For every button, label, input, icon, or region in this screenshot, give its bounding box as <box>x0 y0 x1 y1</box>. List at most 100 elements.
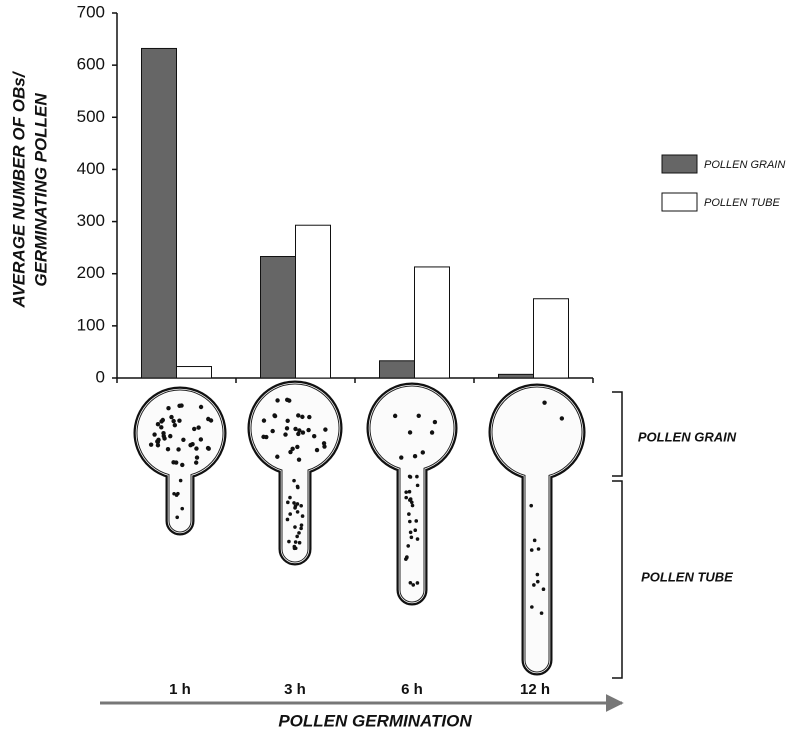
organelle-dot <box>295 535 299 539</box>
pollen-inner <box>492 387 582 672</box>
pollen-inner <box>137 390 223 532</box>
organelle-dot <box>171 419 175 423</box>
organelle-dot <box>405 555 409 559</box>
organelle-dot <box>300 415 304 419</box>
organelle-dot <box>413 528 417 532</box>
bar <box>499 374 534 378</box>
organelle-dot <box>262 418 266 422</box>
organelle-dot <box>536 580 540 584</box>
annotation: POLLEN GRAIN <box>638 429 737 444</box>
organelle-dot <box>296 502 300 506</box>
bar <box>534 299 569 378</box>
organelle-dot <box>292 479 296 483</box>
organelle-dot <box>177 418 181 422</box>
chart: AVERAGE NUMBER OF OBs/ GERMINATING POLLE… <box>0 0 793 735</box>
organelle-dot <box>416 484 420 488</box>
organelle-dot <box>315 448 319 452</box>
y-tick-label: 500 <box>77 107 105 126</box>
organelle-dot <box>288 512 292 516</box>
bar <box>296 225 331 378</box>
organelle-dot <box>292 501 296 505</box>
y-axis-title-line: AVERAGE NUMBER OF OBs/ <box>9 70 28 308</box>
y-tick-label: 700 <box>77 2 105 21</box>
organelle-dot <box>416 537 420 541</box>
organelle-dot <box>152 432 156 436</box>
organelle-dot <box>299 527 303 531</box>
organelle-dot <box>409 475 413 479</box>
organelle-dot <box>188 443 192 447</box>
organelle-dot <box>159 425 163 429</box>
y-tick-label: 300 <box>77 211 105 230</box>
organelle-dot <box>299 504 303 508</box>
organelle-dot <box>293 525 297 529</box>
organelle-dot <box>298 541 302 545</box>
organelle-dot <box>312 434 316 438</box>
organelle-dot <box>180 463 184 467</box>
annotation: POLLEN TUBE <box>641 569 733 584</box>
organelle-dot <box>542 587 546 591</box>
organelle-dot <box>294 540 298 544</box>
organelle-dot <box>161 418 165 422</box>
organelle-dot <box>149 442 153 446</box>
x-tick-label: 6 h <box>401 681 423 698</box>
organelle-dot <box>275 455 279 459</box>
organelle-dot <box>166 447 170 451</box>
bar <box>415 267 450 378</box>
organelle-dot <box>408 490 412 494</box>
organelle-dot <box>296 486 300 490</box>
pollen-inner <box>251 384 339 562</box>
organelle-dot <box>409 581 413 585</box>
organelle-dot <box>322 441 326 445</box>
pollen-illustrations <box>137 384 582 672</box>
organelle-dot <box>156 422 160 426</box>
organelle-dot <box>404 496 408 500</box>
organelle-dot <box>297 457 301 461</box>
organelle-dot <box>192 427 196 431</box>
organelle-dot <box>307 415 311 419</box>
organelle-dot <box>194 446 198 450</box>
legend-label: POLLEN GRAIN <box>704 159 785 171</box>
bracket <box>612 392 622 476</box>
organelle-dot <box>283 432 287 436</box>
y-tick-label: 400 <box>77 159 105 178</box>
bar <box>177 367 212 378</box>
organelle-dot <box>296 510 300 514</box>
organelle-dot <box>285 426 289 430</box>
organelle-dot <box>417 414 421 418</box>
organelle-dot <box>533 539 537 543</box>
bracket <box>612 481 622 678</box>
organelle-dot <box>306 428 310 432</box>
organelle-dot <box>270 429 274 433</box>
organelle-dot <box>407 512 411 516</box>
organelle-dot <box>530 548 534 552</box>
organelle-dot <box>286 501 290 505</box>
organelle-dot <box>433 420 437 424</box>
organelle-dot <box>293 427 297 431</box>
organelle-dot <box>194 460 198 464</box>
organelle-dot <box>175 515 179 519</box>
organelle-dot <box>530 605 534 609</box>
organelle-dot <box>287 398 291 402</box>
organelle-dot <box>540 611 544 615</box>
organelle-dot <box>173 423 177 427</box>
organelle-dot <box>399 455 403 459</box>
organelle-dot <box>206 417 210 421</box>
organelle-dot <box>199 405 203 409</box>
organelle-dot <box>287 540 291 544</box>
organelle-dot <box>301 430 305 434</box>
organelle-dot <box>404 490 408 494</box>
x-axis-title: POLLEN GERMINATION <box>278 711 472 730</box>
organelle-dot <box>408 430 412 434</box>
organelle-dot <box>293 506 297 510</box>
organelle-dot <box>195 455 199 459</box>
organelle-dot <box>174 460 178 464</box>
legend-swatch <box>662 193 697 211</box>
organelle-dot <box>421 450 425 454</box>
organelle-dot <box>411 583 415 587</box>
legend-label: POLLEN TUBE <box>704 197 780 209</box>
organelle-dot <box>166 406 170 410</box>
organelle-dot <box>162 434 166 438</box>
organelle-dot <box>288 496 292 500</box>
x-tick-label: 3 h <box>284 681 306 698</box>
organelle-dot <box>406 544 410 548</box>
